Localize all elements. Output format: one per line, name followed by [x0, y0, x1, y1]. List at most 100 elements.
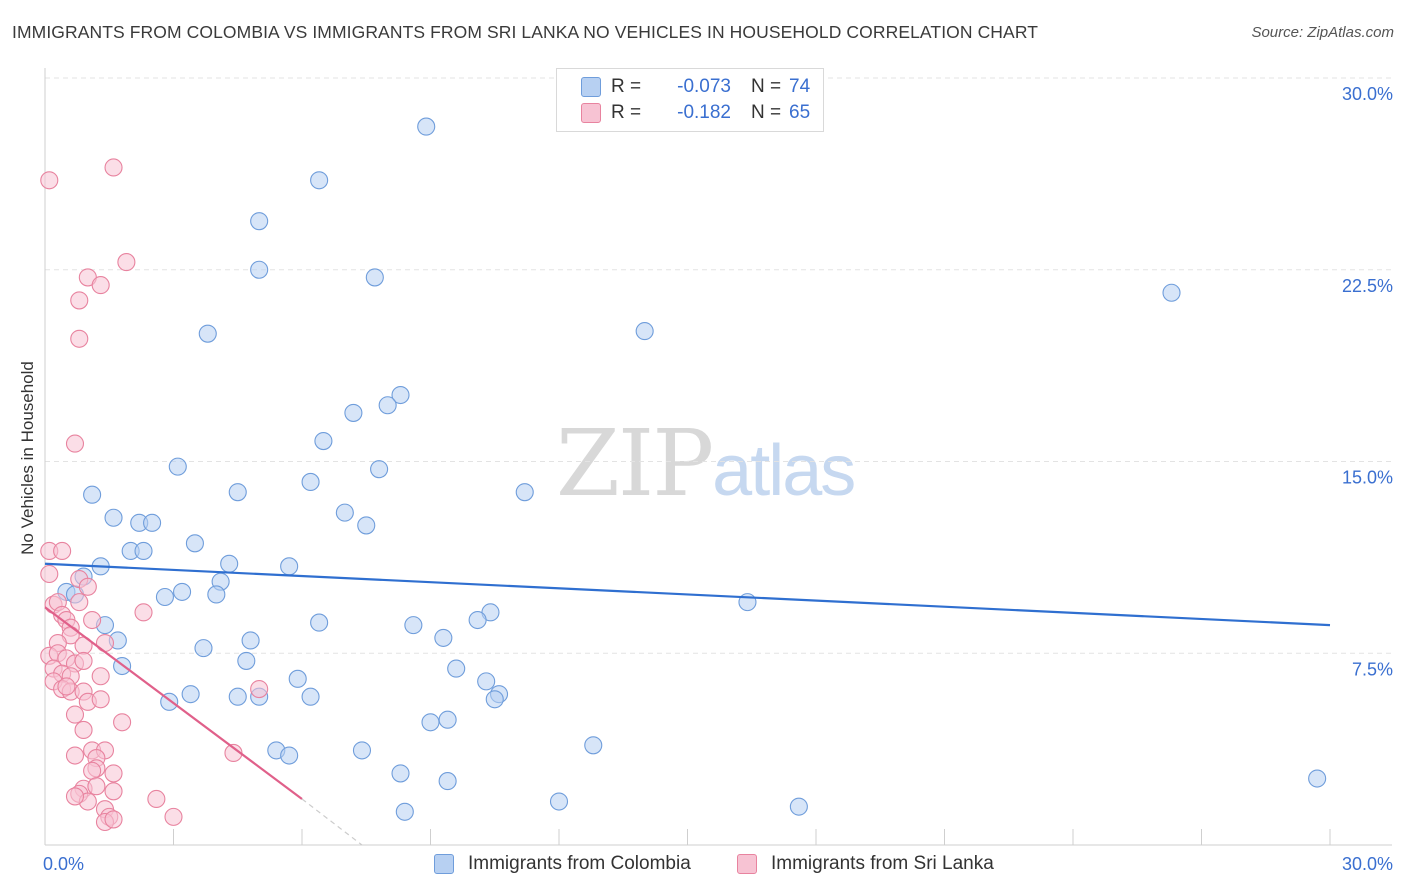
bottom-legend-label-colombia: Immigrants from Colombia: [468, 853, 691, 874]
sri-lanka-point: [164, 807, 183, 826]
sri-lanka-point: [65, 705, 85, 724]
sri-lanka-point: [87, 777, 106, 796]
sri-lanka-point: [65, 787, 85, 806]
grid-layer: [45, 77, 1392, 654]
sri-lanka-point: [117, 253, 136, 272]
colombia-point: [143, 513, 162, 532]
colombia-point: [250, 212, 269, 231]
sri-lanka-point: [40, 171, 59, 190]
y-axis-label: No Vehicles in Household: [18, 361, 37, 555]
colombia-point: [288, 669, 307, 688]
y-tick-label: 15.0%: [1342, 468, 1393, 488]
sri-lanka-point: [91, 667, 110, 686]
sri-lanka-point: [65, 746, 85, 765]
colombia-point: [365, 268, 384, 287]
colombia-point: [310, 613, 329, 632]
colombia-point: [241, 631, 260, 650]
trend-layer: [44, 562, 1331, 846]
colombia-point: [228, 483, 247, 502]
colombia-point: [310, 171, 329, 190]
colombia-point: [370, 460, 389, 479]
legend-swatch-colombia: [581, 77, 601, 97]
colombia-point: [237, 651, 256, 670]
colombia-point: [181, 685, 200, 704]
sri-lanka-point: [40, 564, 59, 584]
sri-lanka-point: [70, 329, 89, 348]
legend-n-value: 65: [789, 102, 811, 123]
sri-lanka-point: [83, 610, 102, 630]
legend-row-sri-lanka: R = -0.182 N = 65: [581, 101, 810, 125]
colombia-point: [391, 764, 410, 783]
colombia-point: [438, 710, 457, 729]
sri-lanka-point: [91, 276, 110, 295]
colombia-point: [391, 385, 410, 405]
axis-layer: [44, 68, 1392, 846]
colombia-point: [789, 797, 808, 816]
sri-lanka-point: [113, 713, 132, 732]
colombia-point: [584, 736, 603, 755]
colombia-point: [468, 610, 487, 630]
sri-lanka-point: [95, 633, 115, 653]
colombia-point: [438, 772, 457, 791]
colombia-point: [477, 672, 496, 691]
colombia-point: [335, 503, 354, 522]
colombia-point: [1308, 769, 1327, 788]
sri-lanka-point: [134, 603, 153, 622]
colombia-point: [228, 687, 247, 706]
colombia-point: [352, 741, 372, 760]
source-label[interactable]: Source: ZipAtlas.com: [1251, 24, 1394, 41]
sri-lanka-point: [78, 577, 97, 596]
sri-lanka-trend-line: [44, 606, 303, 800]
y-tick-label: 22.5%: [1342, 276, 1393, 296]
sri-lanka-point: [74, 720, 93, 740]
sri-lanka-point: [74, 651, 93, 670]
watermark-zip: ZIP: [556, 410, 714, 517]
y-tick-label: 30.0%: [1342, 84, 1393, 104]
points-layer: [40, 117, 1327, 832]
colombia-point: [194, 639, 213, 658]
legend-r-label: R =: [611, 102, 642, 123]
sri-lanka-point: [104, 764, 123, 783]
sri-lanka-point: [83, 761, 102, 780]
sri-lanka-point: [91, 690, 110, 709]
colombia-point: [280, 557, 299, 576]
bottom-legend-sri-lanka[interactable]: Immigrants from Sri Lanka: [737, 852, 994, 876]
bottom-legend-swatch-colombia: [434, 854, 454, 874]
colombia-point: [434, 628, 453, 647]
watermark-atlas: atlas: [712, 431, 856, 511]
colombia-point: [447, 659, 466, 678]
legend-swatch-sri-lanka: [581, 103, 601, 123]
colombia-point: [83, 485, 102, 504]
colombia-point: [378, 396, 397, 415]
legend-r-label: R =: [611, 76, 642, 97]
colombia-point: [207, 585, 226, 604]
colombia-point: [173, 582, 192, 601]
colombia-point: [301, 472, 320, 492]
colombia-point: [134, 541, 153, 561]
sri-lanka-point: [57, 677, 76, 696]
colombia-point: [198, 324, 217, 343]
bottom-legend-label-sri-lanka: Immigrants from Sri Lanka: [771, 853, 994, 874]
bottom-legend-colombia[interactable]: Immigrants from Colombia: [434, 852, 691, 876]
colombia-point: [250, 260, 269, 279]
legend-r-value: -0.073: [677, 76, 731, 97]
colombia-point: [515, 483, 534, 502]
legend-r-value: -0.182: [677, 102, 731, 123]
colombia-point: [357, 516, 376, 535]
legend-n-label: N =: [751, 76, 782, 97]
colombia-point: [344, 403, 363, 422]
colombia-point: [168, 457, 187, 476]
colombia-point: [155, 587, 174, 607]
stats-legend: R = -0.073 N = 74 R = -0.182 N = 65: [556, 68, 824, 132]
sri-lanka-point: [104, 810, 123, 829]
sri-lanka-point: [70, 291, 89, 310]
sri-lanka-point: [104, 782, 123, 801]
sri-lanka-point: [104, 158, 123, 177]
sri-lanka-point: [65, 434, 85, 453]
colombia-point: [301, 687, 320, 706]
legend-row-colombia: R = -0.073 N = 74: [581, 75, 810, 99]
bottom-legend-swatch-sri-lanka: [737, 854, 757, 874]
x-tick-label: 30.0%: [1342, 854, 1393, 874]
colombia-point: [220, 554, 239, 573]
